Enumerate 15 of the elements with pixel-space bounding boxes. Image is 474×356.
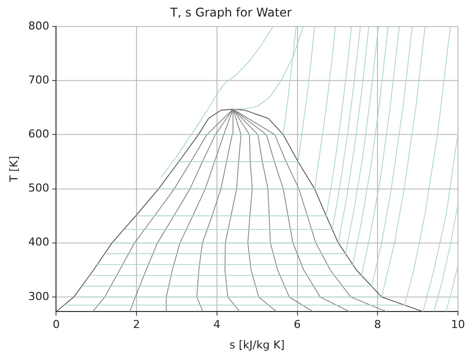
x-axis-title: s [kJ/kg K] bbox=[229, 338, 285, 352]
x-tick-label: 6 bbox=[294, 318, 301, 332]
y-tick-label: 300 bbox=[28, 290, 50, 303]
y-tick-label: 500 bbox=[28, 182, 50, 195]
y-axis-title: T [K] bbox=[7, 156, 20, 184]
y-tick-label: 600 bbox=[28, 127, 50, 140]
y-tick-label: 700 bbox=[28, 73, 50, 86]
chart-title: T, s Graph for Water bbox=[169, 5, 292, 20]
x-tick-label: 2 bbox=[133, 318, 140, 332]
x-tick-label: 10 bbox=[451, 318, 465, 332]
y-tick-label: 400 bbox=[28, 236, 50, 249]
x-tick-label: 8 bbox=[374, 318, 382, 332]
x-tick-label: 0 bbox=[52, 318, 60, 332]
x-tick-label: 4 bbox=[213, 318, 220, 332]
y-tick-label: 800 bbox=[28, 19, 50, 32]
